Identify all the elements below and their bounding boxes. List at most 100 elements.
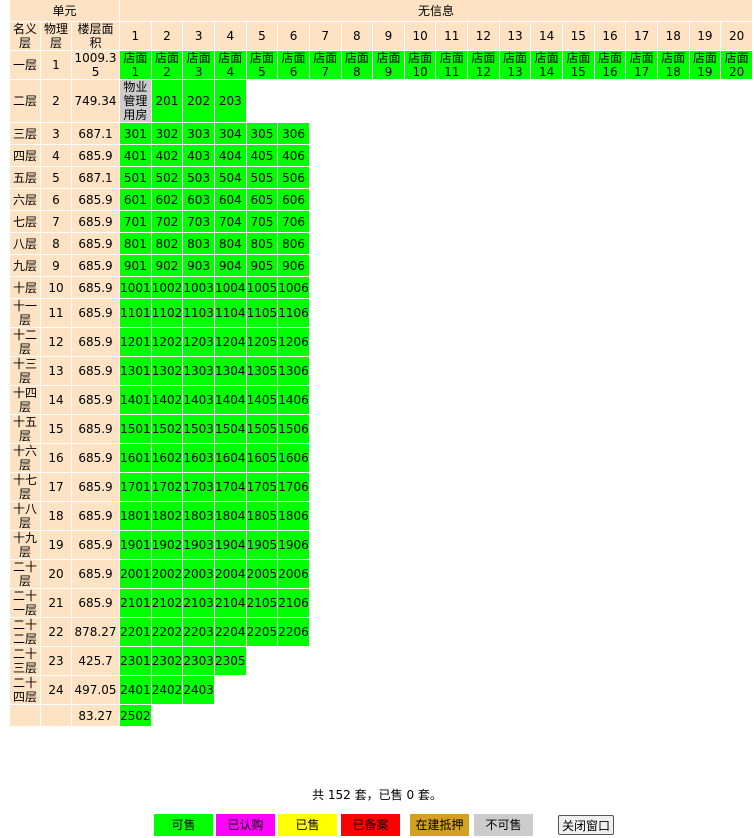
empty-cell [690, 415, 721, 443]
unit-cell: 1206 [278, 328, 309, 356]
empty-cell [373, 473, 404, 501]
empty-cell [342, 386, 373, 414]
empty-cell [468, 233, 499, 254]
empty-cell [658, 123, 689, 144]
empty-cell [626, 473, 657, 501]
empty-cell [658, 386, 689, 414]
empty-cell [690, 589, 721, 617]
empty-cell [373, 589, 404, 617]
unit-cell: 1301 [120, 357, 151, 385]
empty-cell [500, 299, 531, 327]
close-button[interactable]: 关闭窗口 [558, 815, 614, 835]
unit-cell: 2202 [151, 618, 183, 646]
empty-cell [436, 415, 467, 443]
floor-name: 二十一层 [10, 589, 40, 617]
empty-cell [531, 415, 562, 443]
empty-cell [658, 167, 689, 188]
empty-cell [468, 647, 499, 675]
empty-cell [721, 277, 752, 298]
empty-cell [690, 444, 721, 472]
unit-cell: 202 [183, 80, 214, 122]
unit-cell: 2006 [278, 560, 309, 588]
empty-cell [373, 80, 404, 122]
unit-cell: 店面14 [531, 51, 562, 79]
empty-cell [468, 123, 499, 144]
empty-cell [531, 618, 562, 646]
unit-cell: 304 [214, 123, 246, 144]
empty-cell [595, 233, 626, 254]
empty-cell [500, 676, 531, 704]
empty-cell [405, 145, 436, 166]
empty-cell [436, 145, 467, 166]
floor-name: 二十三层 [10, 647, 40, 675]
empty-cell [278, 80, 309, 122]
floor-row: 一层 1 1009.35 店面1 店面2 店面3 店面4 店面5 店面6 店面7 店面8 店面9 店面1… [10, 51, 752, 79]
empty-cell [247, 705, 278, 726]
unit-cell: 店面19 [689, 51, 721, 79]
empty-cell [563, 277, 594, 298]
empty-cell [436, 123, 467, 144]
unit-number: 15 [563, 22, 594, 50]
empty-cell [690, 255, 721, 276]
floor-row: 二十二层 22 878.27 2201 2202 2203 2204 2205 2206 [10, 618, 752, 646]
empty-cell [595, 589, 626, 617]
empty-cell [690, 357, 721, 385]
empty-cell [500, 211, 531, 232]
empty-cell [468, 618, 499, 646]
unit-number: 3 [183, 22, 214, 50]
unit-cell: 店面10 [404, 51, 436, 79]
empty-cell [626, 531, 657, 559]
unit-cell: 1803 [183, 502, 214, 530]
floor-row: 五层 5 687.1 501 502 503 504 505 506 [10, 167, 752, 188]
empty-cell [721, 502, 752, 530]
empty-cell [626, 589, 657, 617]
empty-cell [373, 502, 404, 530]
empty-cell [468, 589, 499, 617]
unit-cell: 2303 [183, 647, 214, 675]
empty-cell [721, 676, 752, 704]
unit-cell: 店面3 [183, 51, 214, 79]
floor-name: 十五层 [10, 415, 40, 443]
unit-number: 6 [278, 22, 309, 50]
empty-cell [500, 705, 531, 726]
empty-cell [563, 167, 594, 188]
unit-cell: 1703 [183, 473, 214, 501]
empty-cell [468, 676, 499, 704]
empty-cell [310, 277, 341, 298]
empty-cell [310, 145, 341, 166]
unit-cell: 602 [151, 189, 183, 210]
legend-item: 已售 [278, 814, 337, 836]
empty-cell [721, 123, 752, 144]
empty-cell [531, 233, 562, 254]
unit-cell: 店面18 [657, 51, 689, 79]
floor-name: 九层 [10, 255, 40, 276]
empty-cell [468, 211, 499, 232]
empty-cell [373, 560, 404, 588]
physical-floor: 22 [41, 618, 71, 646]
unit-cell: 803 [183, 233, 214, 254]
empty-cell [690, 233, 721, 254]
empty-cell [500, 255, 531, 276]
empty-cell [563, 255, 594, 276]
empty-cell [342, 80, 373, 122]
empty-cell [468, 357, 499, 385]
empty-cell [405, 357, 436, 385]
floor-area: 83.27 [72, 705, 120, 726]
empty-cell [531, 502, 562, 530]
empty-cell [626, 277, 657, 298]
floor-name: 十八层 [10, 502, 40, 530]
floor-area: 685.9 [72, 277, 120, 298]
empty-cell [468, 328, 499, 356]
unit-cell: 403 [183, 145, 214, 166]
unit-cell: 2302 [151, 647, 183, 675]
floor-area: 685.9 [72, 560, 120, 588]
unit-cell: 1903 [183, 531, 214, 559]
unit-cell: 2301 [120, 647, 151, 675]
empty-cell [531, 145, 562, 166]
empty-cell [721, 167, 752, 188]
empty-cell [342, 473, 373, 501]
legend: 可售 已认购 已售 已备案 在建抵押 不可售 [0, 814, 754, 836]
empty-cell [500, 386, 531, 414]
empty-cell [595, 502, 626, 530]
unit-cell: 1101 [120, 299, 151, 327]
